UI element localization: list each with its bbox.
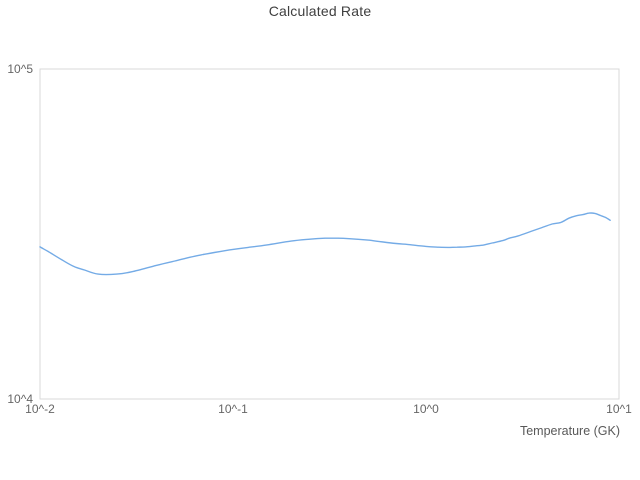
x-axis-tick-label: 10^1	[606, 402, 632, 416]
plot-border	[39, 68, 620, 400]
x-axis-tick-label: 10^0	[413, 402, 439, 416]
y-axis-tick-label: 10^4	[7, 392, 33, 406]
x-axis-tick-label: 10^-2	[25, 402, 55, 416]
rate-line-series	[39, 212, 611, 276]
x-axis-title: Temperature (GK)	[519, 424, 620, 438]
y-axis-tick-label: 10^5	[7, 62, 33, 76]
chart-title: Calculated Rate	[268, 3, 372, 19]
x-axis-tick-label: 10^-1	[218, 402, 248, 416]
